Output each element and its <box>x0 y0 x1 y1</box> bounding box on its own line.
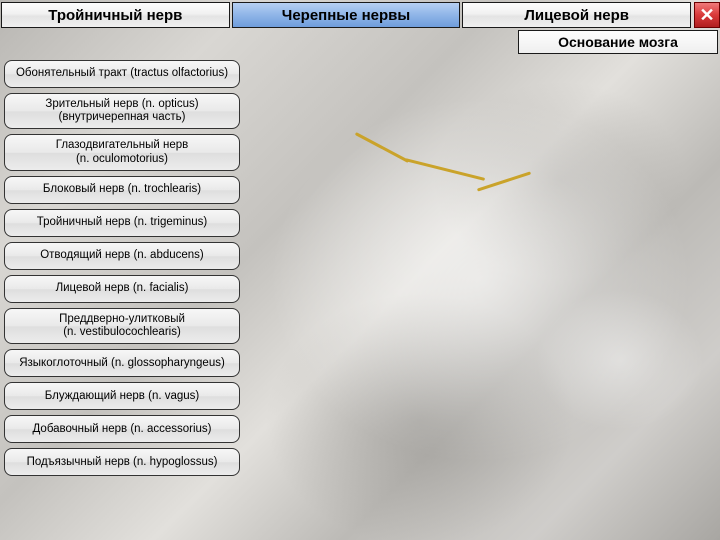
nerve-item-2[interactable]: Зрительный нерв (n. opticus) (внутричере… <box>4 93 240 129</box>
nerve-item-10[interactable]: Блуждающий нерв (n. vagus) <box>4 382 240 410</box>
overlay-line-2 <box>405 158 485 181</box>
nerve-item-7[interactable]: Лицевой нерв (n. facialis) <box>4 275 240 303</box>
nerve-item-9[interactable]: Языкоглоточный (n. glossopharyngeus) <box>4 349 240 377</box>
overlay-line-3 <box>477 171 531 191</box>
nerve-item-6[interactable]: Отводящий нерв (n. abducens) <box>4 242 240 270</box>
subheader: Основание мозга <box>518 30 718 54</box>
nerve-list: Обонятельный тракт (tractus olfactorius)… <box>4 60 240 476</box>
nav-button-left[interactable]: Тройничный нерв <box>1 2 230 28</box>
nerve-item-12[interactable]: Подъязычный нерв (n. hypoglossus) <box>4 448 240 476</box>
overlay-line-1 <box>355 132 409 163</box>
close-icon: ✕ <box>699 5 714 26</box>
anatomy-stage: Тройничный нерв Черепные нервы Лицевой н… <box>0 0 720 540</box>
nerve-item-8[interactable]: Преддверно-улитковый (n. vestibulocochle… <box>4 308 240 344</box>
nerve-item-11[interactable]: Добавочный нерв (n. accessorius) <box>4 415 240 443</box>
nav-button-right[interactable]: Лицевой нерв <box>462 2 691 28</box>
nerve-item-5[interactable]: Тройничный нерв (n. trigeminus) <box>4 209 240 237</box>
nerve-item-4[interactable]: Блоковый нерв (n. trochlearis) <box>4 176 240 204</box>
nerve-item-3[interactable]: Глазодвигательный нерв (n. oculomotorius… <box>4 134 240 170</box>
nerve-item-1[interactable]: Обонятельный тракт (tractus olfactorius) <box>4 60 240 88</box>
top-nav: Тройничный нерв Черепные нервы Лицевой н… <box>0 2 720 28</box>
nav-button-center[interactable]: Черепные нервы <box>232 2 461 28</box>
close-button[interactable]: ✕ <box>694 2 720 28</box>
